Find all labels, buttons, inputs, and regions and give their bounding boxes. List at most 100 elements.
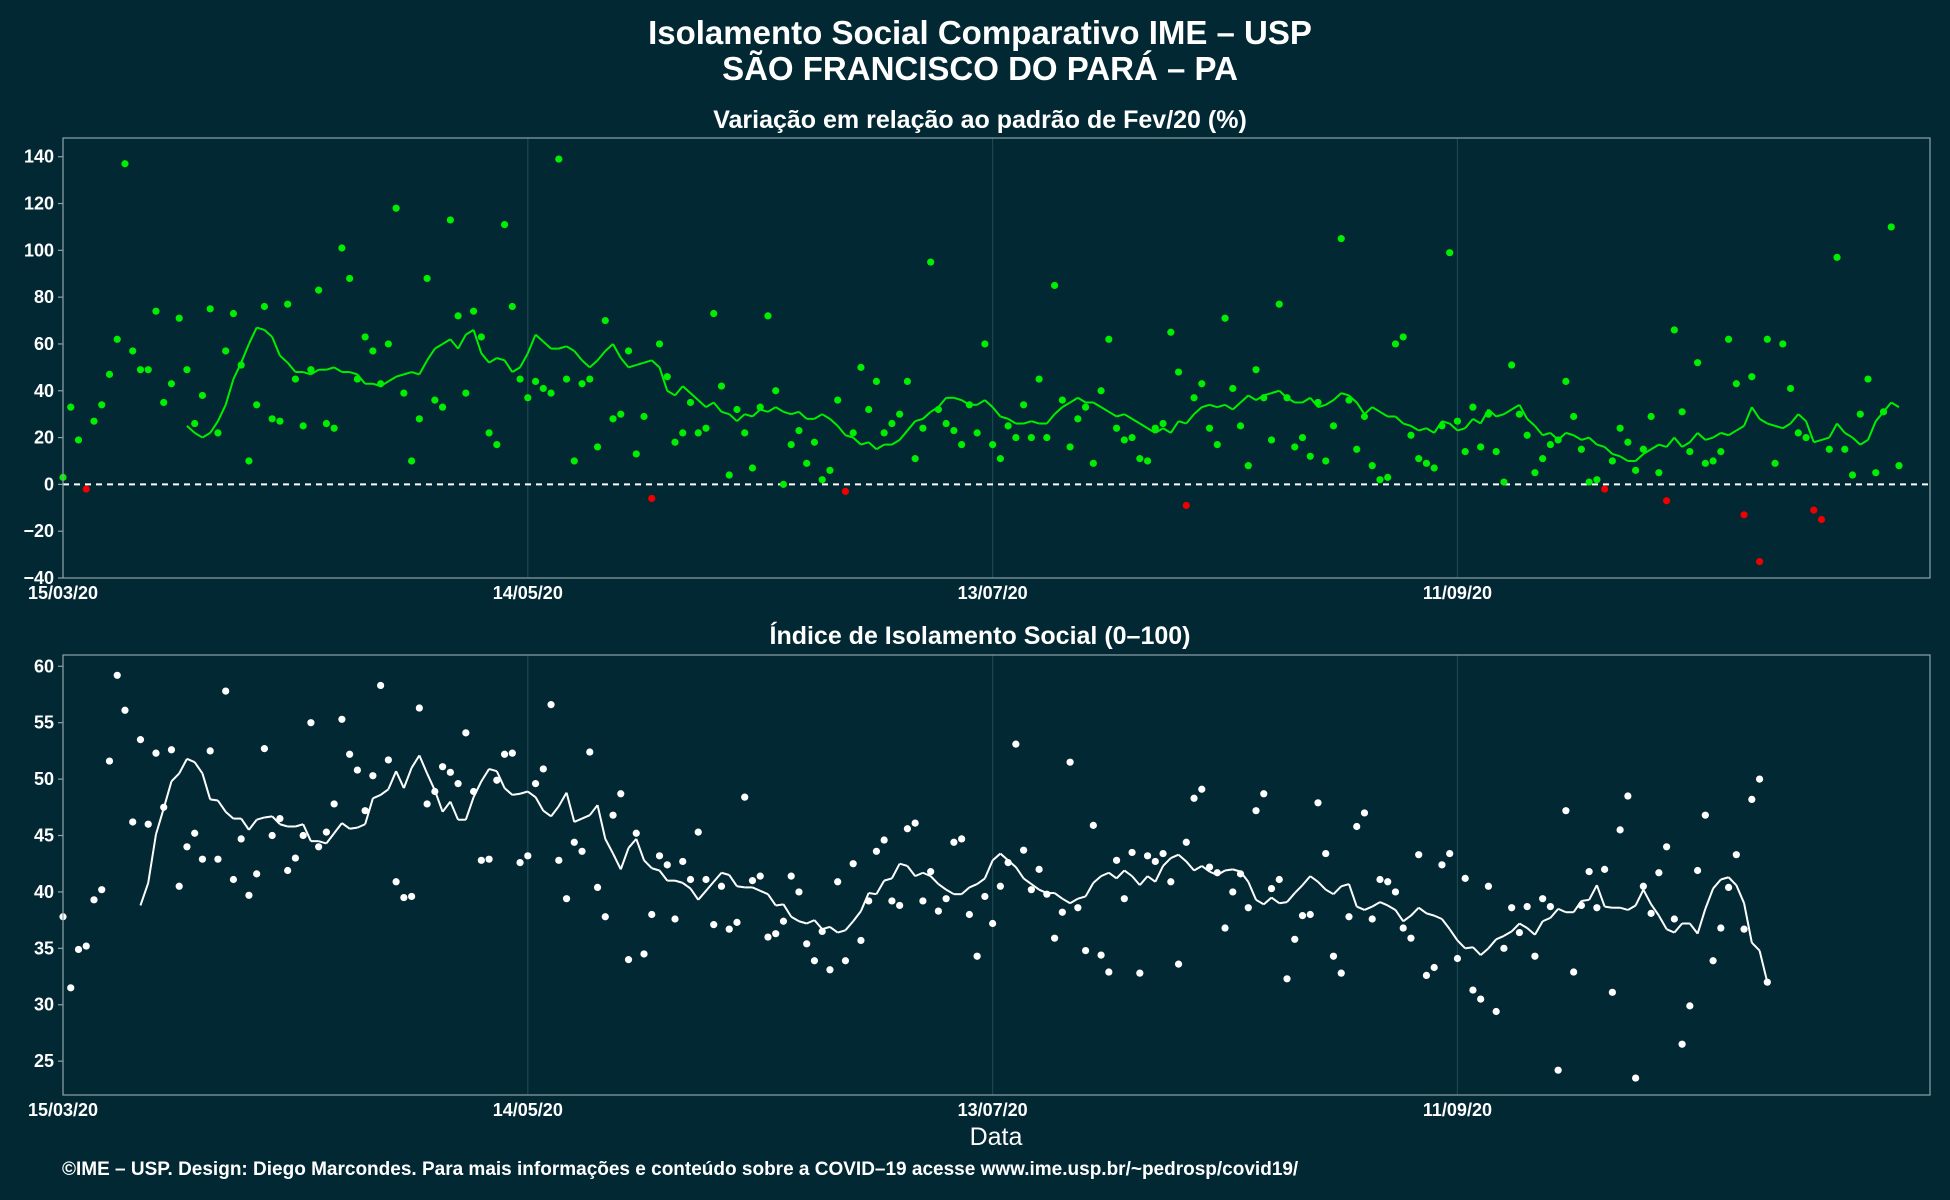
panel-2-trend-segment <box>1588 884 1598 901</box>
panel-2-point <box>710 921 718 929</box>
panel-1-trend-segment <box>798 411 808 420</box>
panel-2-point <box>539 765 547 773</box>
panel-1-trend-segment <box>1000 415 1009 420</box>
panel-1-point <box>1546 440 1555 449</box>
panel-2-trend-segment <box>534 796 545 812</box>
panel-2-xtick-label-2: 13/07/20 <box>958 1100 1028 1120</box>
panel-2-point <box>1368 915 1376 923</box>
panel-2-point <box>547 701 555 709</box>
panel-2-trend-segment <box>1642 889 1652 905</box>
panel-1-point <box>1647 412 1655 421</box>
panel-1-point <box>1810 506 1818 514</box>
panel-1-trend-segment <box>1526 418 1536 427</box>
panel-1-point <box>586 375 594 383</box>
panel-2-point <box>245 891 253 899</box>
panel-1-point <box>129 347 137 355</box>
panel-1-trend-segment <box>767 406 777 413</box>
panel-1-trend-segment <box>566 345 575 352</box>
panel-1-point <box>787 440 795 449</box>
panel-2-point <box>1655 869 1663 877</box>
panel-1-trend-segment <box>573 350 583 361</box>
panel-1-point <box>671 438 679 446</box>
panel-2-point <box>1384 878 1392 886</box>
panel-2-trend-segment <box>1015 866 1025 879</box>
panel-2-trend-segment <box>210 798 219 802</box>
panel-1-point <box>98 401 106 409</box>
panel-1-point <box>361 333 369 341</box>
panel-2-point <box>1539 895 1547 903</box>
panel-2-point <box>617 790 625 798</box>
panel-2-point <box>1314 799 1322 807</box>
panel-1-trend-segment <box>349 371 358 376</box>
panel-1-point <box>1089 459 1097 467</box>
panel-1-point <box>1461 448 1469 456</box>
panel-1-trend-segment <box>240 343 250 364</box>
panel-2-trend-segment <box>1735 884 1745 904</box>
panel-1-point <box>1143 457 1152 465</box>
panel-2-point <box>927 868 935 876</box>
panel-1-point <box>1027 433 1035 442</box>
panel-1-trend-segment <box>465 329 475 336</box>
chart-title: Isolamento Social Comparativo IME – USP <box>648 14 1312 51</box>
panel-1-trend-segment <box>1603 446 1614 455</box>
panel-1-point <box>454 312 462 320</box>
panel-2-point <box>237 835 245 843</box>
panel-2-point <box>160 803 168 811</box>
panel-2-point <box>268 831 276 840</box>
panel-2-trend-segment <box>1480 947 1490 956</box>
panel-1-point <box>1291 443 1299 451</box>
panel-2-trend-segment <box>349 826 358 830</box>
panel-2-trend-segment <box>279 823 288 828</box>
panel-2-trend-segment <box>264 815 273 819</box>
panel-2-point <box>748 877 757 885</box>
panel-1-point <box>733 405 741 414</box>
panel-2-trend-segment <box>1177 853 1187 863</box>
panel-1-point <box>1368 462 1376 470</box>
panel-1-trend-segment <box>1379 410 1389 418</box>
panel-1-point <box>291 375 300 383</box>
panel-1-trend-segment <box>333 366 343 373</box>
panel-1-point <box>624 347 633 355</box>
panel-2-trend-segment <box>550 805 560 817</box>
panel-2-trend-segment <box>1224 868 1233 872</box>
panel-1-point <box>779 480 788 488</box>
panel-2-trend-segment <box>1023 877 1032 885</box>
panel-2-trend-segment <box>1472 946 1482 956</box>
panel-1-trend-segment <box>248 327 258 345</box>
panel-2-point <box>1167 878 1175 886</box>
panel-2-ytick-label-7: 60 <box>34 656 54 676</box>
panel-2-trend-segment <box>495 770 506 789</box>
panel-2-trend-segment <box>503 787 513 796</box>
panel-2-trend-segment <box>1387 904 1396 911</box>
panel-1-point <box>338 244 346 252</box>
panel-2-point <box>694 828 702 836</box>
panel-2-trend-segment <box>1704 888 1715 910</box>
panel-2-point <box>803 940 811 948</box>
panel-1-point <box>1639 445 1647 453</box>
panel-2-trend-segment <box>767 893 777 907</box>
panel-2-point <box>950 838 958 846</box>
panel-1-point <box>849 429 857 437</box>
panel-1-point <box>1012 433 1020 442</box>
panel-1-point <box>1112 424 1121 432</box>
panel-2-trend-segment <box>1317 881 1327 891</box>
panel-2-point <box>214 855 222 863</box>
panel-2-xtick-label-1: 14/05/20 <box>493 1100 563 1120</box>
panel-1-trend-segment <box>1425 427 1435 434</box>
panel-1-point <box>1539 455 1547 463</box>
panel-1-point <box>315 286 323 294</box>
panel-2-point <box>1577 901 1585 910</box>
panel-1-point <box>229 309 238 318</box>
panel-2-trend-segment <box>1154 865 1164 883</box>
panel-2-trend-segment <box>557 792 568 807</box>
panel-1-point <box>1593 476 1601 484</box>
panel-1-point <box>1686 448 1694 456</box>
panel-2-point <box>493 776 501 784</box>
panel-2-point <box>1151 857 1159 866</box>
panel-1-trend-segment <box>783 410 792 416</box>
panel-2-trend-segment <box>1712 878 1722 890</box>
panel-1-trend-segment <box>1673 436 1683 448</box>
panel-2-trend-segment <box>1696 908 1707 934</box>
panel-1-trend-segment <box>403 371 412 376</box>
